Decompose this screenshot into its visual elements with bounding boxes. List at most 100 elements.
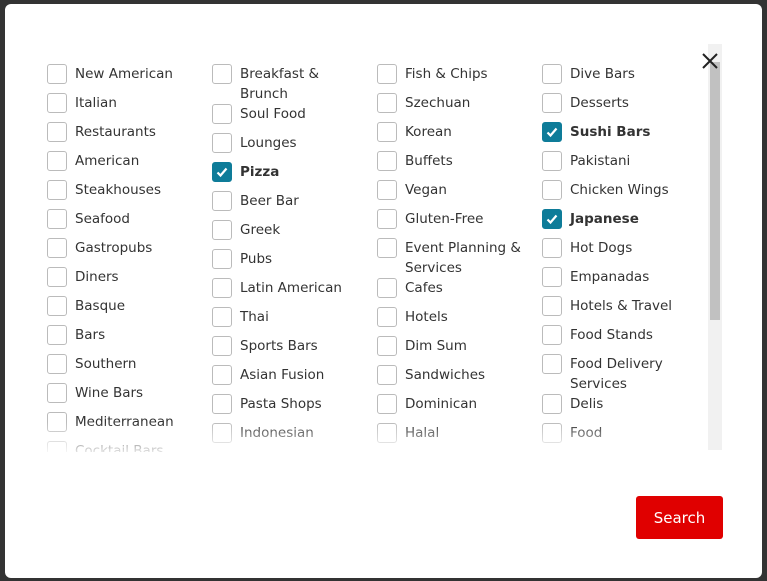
category-checkbox-item[interactable]: Pasta Shops — [212, 394, 377, 423]
category-checkbox-item[interactable]: Delis — [542, 394, 707, 423]
checkbox[interactable] — [542, 354, 562, 374]
checkbox[interactable] — [377, 365, 397, 385]
checkbox[interactable] — [542, 209, 562, 229]
category-checkbox-item[interactable]: American — [47, 151, 212, 180]
category-checkbox-item[interactable]: Sandwiches — [377, 365, 542, 394]
category-checkbox-item[interactable]: Hotels & Travel — [542, 296, 707, 325]
category-checkbox-item[interactable]: Vegan — [377, 180, 542, 209]
category-checkbox-item[interactable]: Dominican — [377, 394, 542, 423]
checkbox[interactable] — [47, 180, 67, 200]
category-checkbox-item[interactable]: Food Stands — [542, 325, 707, 354]
category-checkbox-item[interactable]: Hot Dogs — [542, 238, 707, 267]
category-checkbox-item[interactable]: Pakistani — [542, 151, 707, 180]
checkbox[interactable] — [377, 307, 397, 327]
category-checkbox-item[interactable]: Mediterranean — [47, 412, 212, 441]
category-checkbox-item[interactable]: Asian Fusion — [212, 365, 377, 394]
category-checkbox-item[interactable]: Southern — [47, 354, 212, 383]
category-checkbox-item[interactable]: Korean — [377, 122, 542, 151]
category-checkbox-item[interactable]: Greek — [212, 220, 377, 249]
category-checkbox-item[interactable]: Gastropubs — [47, 238, 212, 267]
checkbox[interactable] — [542, 423, 562, 443]
checkbox[interactable] — [542, 394, 562, 414]
checkbox[interactable] — [212, 394, 232, 414]
category-checkbox-item[interactable]: Cocktail Bars — [47, 441, 212, 452]
checkbox[interactable] — [377, 151, 397, 171]
category-checkbox-item[interactable]: Desserts — [542, 93, 707, 122]
search-button[interactable]: Search — [636, 496, 723, 539]
category-checkbox-item[interactable]: Szechuan — [377, 93, 542, 122]
category-checkbox-item[interactable]: Steakhouses — [47, 180, 212, 209]
category-checkbox-item[interactable]: Buffets — [377, 151, 542, 180]
category-checkbox-item[interactable]: Italian — [47, 93, 212, 122]
category-checkbox-item[interactable]: Pubs — [212, 249, 377, 278]
checkbox[interactable] — [47, 267, 67, 287]
checkbox[interactable] — [212, 162, 232, 182]
category-checkbox-item[interactable]: Dim Sum — [377, 336, 542, 365]
category-checkbox-item[interactable]: Sports Bars — [212, 336, 377, 365]
category-checkbox-item[interactable]: Basque — [47, 296, 212, 325]
category-checkbox-item[interactable]: Fish & Chips — [377, 64, 542, 93]
checkbox[interactable] — [47, 441, 67, 452]
checkbox[interactable] — [212, 336, 232, 356]
category-checkbox-item[interactable]: Halal — [377, 423, 542, 452]
checkbox[interactable] — [542, 238, 562, 258]
checkbox[interactable] — [47, 122, 67, 142]
category-checkbox-item[interactable]: Lounges — [212, 133, 377, 162]
checkbox[interactable] — [47, 325, 67, 345]
checkbox[interactable] — [377, 122, 397, 142]
checkbox[interactable] — [212, 220, 232, 240]
checkbox[interactable] — [377, 336, 397, 356]
checkbox[interactable] — [212, 423, 232, 443]
scrollbar[interactable] — [708, 44, 722, 450]
checkbox[interactable] — [47, 238, 67, 258]
category-checkbox-item[interactable]: Event Planning & Services — [377, 238, 542, 278]
checkbox[interactable] — [47, 151, 67, 171]
category-checkbox-item[interactable]: Wine Bars — [47, 383, 212, 412]
category-checkbox-item[interactable]: Soul Food — [212, 104, 377, 133]
category-checkbox-item[interactable]: Chicken Wings — [542, 180, 707, 209]
checkbox[interactable] — [47, 354, 67, 374]
checkbox[interactable] — [377, 394, 397, 414]
category-checkbox-item[interactable]: Japanese — [542, 209, 707, 238]
category-checkbox-item[interactable]: Restaurants — [47, 122, 212, 151]
checkbox[interactable] — [542, 64, 562, 84]
checkbox[interactable] — [377, 278, 397, 298]
category-checkbox-item[interactable]: Sushi Bars — [542, 122, 707, 151]
checkbox[interactable] — [377, 209, 397, 229]
category-checkbox-item[interactable]: Pizza — [212, 162, 377, 191]
category-checkbox-item[interactable]: Diners — [47, 267, 212, 296]
category-checkbox-item[interactable]: Indonesian — [212, 423, 377, 452]
checkbox[interactable] — [47, 93, 67, 113]
category-checkbox-item[interactable]: Dive Bars — [542, 64, 707, 93]
category-checkbox-item[interactable]: Hotels — [377, 307, 542, 336]
category-checkbox-item[interactable]: Gluten-Free — [377, 209, 542, 238]
checkbox[interactable] — [377, 93, 397, 113]
checkbox[interactable] — [377, 423, 397, 443]
checkbox[interactable] — [542, 93, 562, 113]
checkbox[interactable] — [542, 325, 562, 345]
checkbox[interactable] — [212, 278, 232, 298]
checkbox[interactable] — [212, 249, 232, 269]
checkbox[interactable] — [377, 64, 397, 84]
checkbox[interactable] — [542, 151, 562, 171]
checkbox[interactable] — [212, 191, 232, 211]
checkbox[interactable] — [47, 64, 67, 84]
checkbox[interactable] — [542, 122, 562, 142]
checkbox[interactable] — [377, 238, 397, 258]
close-button[interactable] — [699, 50, 721, 72]
checkbox[interactable] — [212, 307, 232, 327]
category-checkbox-item[interactable]: Food Delivery Services — [542, 354, 707, 394]
checkbox[interactable] — [47, 296, 67, 316]
checkbox[interactable] — [542, 180, 562, 200]
checkbox[interactable] — [542, 267, 562, 287]
category-checkbox-item[interactable]: Breakfast & Brunch — [212, 64, 377, 104]
checkbox[interactable] — [212, 133, 232, 153]
checkbox[interactable] — [212, 104, 232, 124]
category-checkbox-item[interactable]: New American — [47, 64, 212, 93]
checkbox[interactable] — [47, 383, 67, 403]
checkbox[interactable] — [377, 180, 397, 200]
checkbox[interactable] — [212, 64, 232, 84]
category-checkbox-item[interactable]: Cafes — [377, 278, 542, 307]
category-checkbox-item[interactable]: Seafood — [47, 209, 212, 238]
checkbox[interactable] — [212, 365, 232, 385]
